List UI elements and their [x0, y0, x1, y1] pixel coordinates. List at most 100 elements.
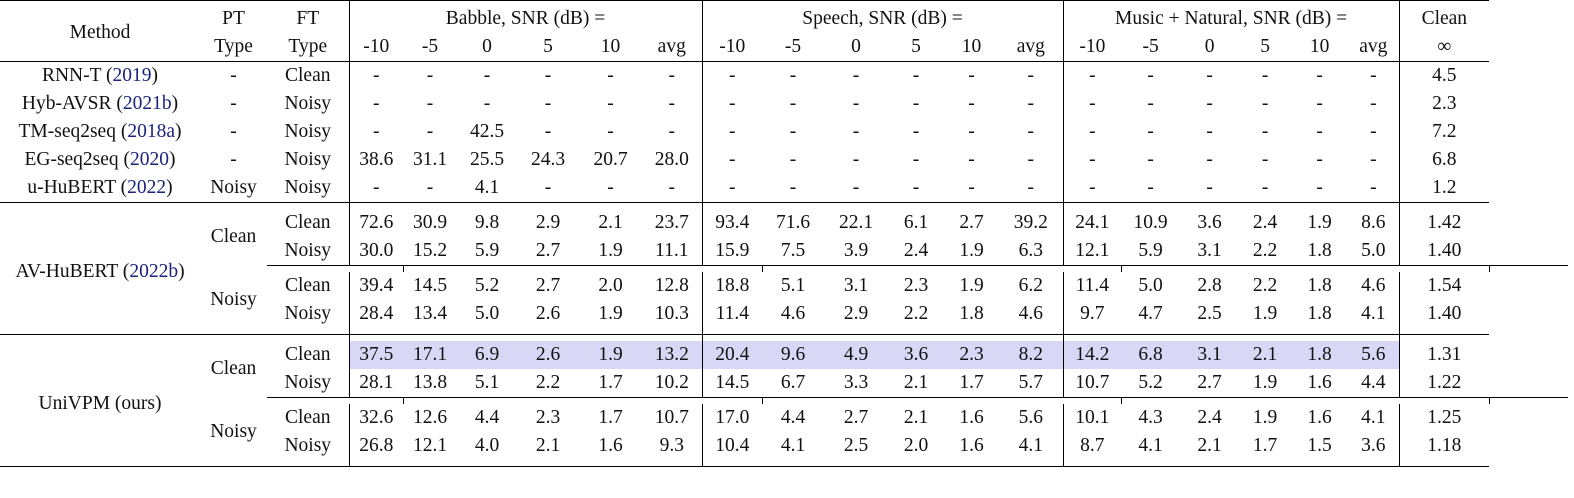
pt-type: -: [230, 121, 237, 142]
ft-type: Noisy: [267, 174, 350, 203]
music-value: 4.3: [1138, 407, 1163, 428]
separator-cell: [1063, 460, 1400, 467]
section-spacer: [0, 328, 1568, 335]
pt-type: -: [230, 149, 237, 170]
babble-value: 38.6: [359, 149, 394, 170]
method-name: RNN-T (2019): [0, 61, 200, 90]
clean-value: 1.54: [1427, 275, 1462, 296]
music-value: 4.1: [1138, 435, 1163, 456]
babble-value: 2.2: [535, 372, 561, 393]
clean-value: 1.18: [1427, 435, 1462, 456]
citation-link[interactable]: 2020: [130, 149, 170, 170]
babble-value: -: [457, 61, 517, 90]
speech-value: 71.6: [775, 212, 811, 233]
speech-value: 39.2: [999, 209, 1064, 237]
speech-value: 1.8: [959, 303, 984, 324]
ft-type: Noisy: [267, 118, 350, 146]
speech-value: 1.9: [959, 275, 984, 296]
babble-value: -: [403, 174, 457, 203]
speech-value: -: [852, 149, 860, 170]
citation-link[interactable]: 2022b: [129, 260, 179, 282]
speech-value: 3.6: [888, 341, 945, 369]
babble-value: -: [579, 174, 642, 203]
music-value: 2.4: [1197, 407, 1222, 428]
header-row-2: Type Type -10 -5 0 5 10 avg -10 -5 0 5 1…: [0, 33, 1568, 62]
speech-value: -: [999, 174, 1064, 203]
separator-cell: [200, 334, 350, 341]
ft-type: Noisy: [267, 146, 350, 174]
method-label: Hyb-AVSR (: [21, 93, 123, 114]
table-row: Noisy 28.1 13.8 5.1 2.2 1.7 10.2 14.5 6.7 3.3 2.1 1…: [0, 369, 1568, 398]
babble-value: -: [544, 93, 552, 114]
speech-value: 2.2: [903, 303, 929, 324]
ft-type: Noisy: [267, 90, 350, 118]
music-value: 1.8: [1291, 341, 1349, 369]
speech-value: 6.2: [999, 272, 1064, 300]
music-value: -: [1180, 61, 1240, 90]
music-value: 1.8: [1307, 240, 1332, 261]
speech-value: 3.9: [843, 240, 869, 261]
music-value: 2.5: [1197, 303, 1222, 324]
babble-value: 1.7: [598, 372, 623, 393]
clean-value: 2.3: [1432, 93, 1457, 114]
babble-value: 2.3: [535, 407, 561, 428]
clean-value: 1.2: [1399, 174, 1490, 203]
music-value: 8.6: [1348, 209, 1400, 237]
speech-value: 2.5: [843, 435, 869, 456]
babble-value: -: [544, 121, 552, 142]
babble-value: -: [607, 93, 614, 114]
music-value: 10.7: [1075, 372, 1110, 393]
music-value: -: [1147, 121, 1154, 142]
speech-value: -: [888, 174, 945, 203]
pt-type: -: [230, 93, 237, 114]
music-value: 5.2: [1138, 372, 1163, 393]
speech-value: 18.8: [715, 275, 750, 296]
speech-value: -: [789, 93, 797, 114]
speech-value: 2.0: [903, 435, 929, 456]
music-value: 4.1: [1348, 404, 1400, 432]
speech-value: -: [762, 61, 825, 90]
babble-value: -: [403, 61, 457, 90]
babble-value: 24.3: [530, 149, 566, 170]
speech-value: 7.5: [780, 240, 806, 261]
music-value: -: [1348, 146, 1400, 174]
music-value: 1.5: [1307, 435, 1332, 456]
speech-value: -: [944, 61, 1000, 90]
babble-value: 72.6: [359, 212, 394, 233]
babble-value: 10.3: [642, 300, 703, 328]
method-label-close: ): [171, 93, 179, 114]
speech-value: 17.0: [715, 407, 750, 428]
table-row: TM-seq2seq (2018a) - Noisy - - 42.5 - - - - - - - - - -…: [0, 118, 1568, 146]
separator-cell: [702, 334, 1064, 341]
babble-value: -: [517, 174, 579, 203]
music-value: 1.6: [1307, 372, 1332, 393]
music-value: 3.1: [1197, 240, 1222, 261]
citation-link[interactable]: 2018a: [127, 121, 175, 142]
citation-link[interactable]: 2019: [112, 65, 152, 86]
speech-value: 2.4: [903, 240, 929, 261]
music-value: -: [1089, 121, 1096, 142]
method-label: EG-seq2seq (: [24, 149, 131, 170]
music-value: 6.8: [1121, 341, 1181, 369]
method-header: Method: [0, 0, 200, 62]
music-value: 2.2: [1252, 275, 1278, 296]
babble-value: 2.1: [598, 212, 623, 233]
citation-link[interactable]: 2022: [127, 177, 167, 198]
music-value: -: [1206, 149, 1213, 170]
babble-value: -: [642, 90, 703, 118]
babble-value: 17.1: [403, 341, 457, 369]
citation-link[interactable]: 2021b: [122, 93, 172, 114]
music-value: -: [1063, 174, 1122, 203]
speech-value: -: [729, 149, 736, 170]
speech-value: 4.4: [780, 407, 806, 428]
speech-value: 2.9: [843, 303, 869, 324]
speech-value: -: [729, 121, 736, 142]
music-value: 1.9: [1252, 407, 1278, 428]
babble-value: 13.8: [412, 372, 448, 393]
music-value: -: [1089, 93, 1096, 114]
music-value: 2.1: [1197, 435, 1222, 456]
method-name: Hyb-AVSR (2021b): [0, 90, 200, 118]
speech-value: -: [824, 61, 889, 90]
clean-value: 1.22: [1427, 372, 1462, 393]
